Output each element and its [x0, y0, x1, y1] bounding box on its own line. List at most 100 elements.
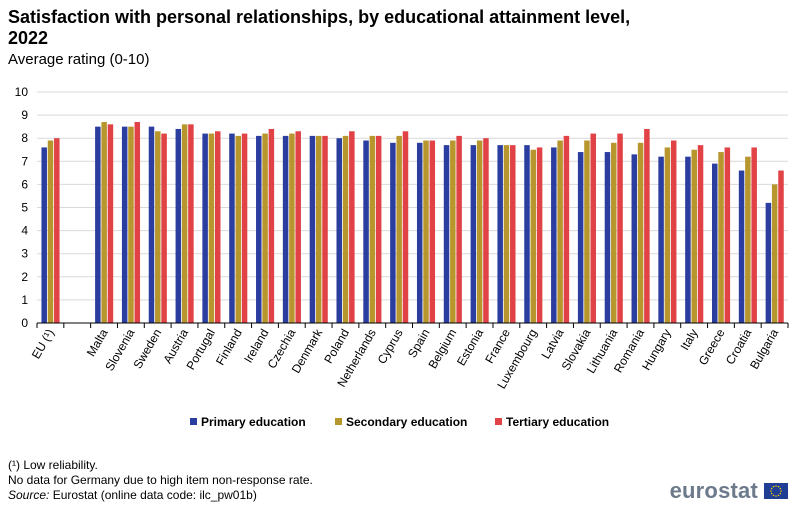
bar	[101, 122, 107, 323]
bar	[751, 147, 757, 323]
bar	[121, 126, 128, 324]
bar	[309, 135, 316, 323]
x-axis	[36, 322, 789, 328]
bar	[208, 133, 215, 323]
bar	[691, 149, 697, 323]
legend-swatch	[190, 418, 197, 425]
bar	[161, 133, 167, 323]
y-tick-label: 7	[21, 154, 28, 168]
bar	[107, 124, 114, 323]
bar	[524, 145, 530, 323]
bar	[181, 124, 188, 323]
bar	[336, 138, 342, 323]
bar	[282, 135, 289, 323]
bar	[718, 152, 724, 323]
y-tick-label: 5	[21, 201, 28, 215]
bar	[664, 147, 671, 323]
legend-label: Primary education	[201, 415, 306, 429]
bar	[530, 149, 537, 323]
legend-swatch	[495, 418, 502, 425]
y-tick-label: 2	[21, 270, 28, 284]
x-tick-label: Malta	[84, 326, 111, 359]
eu-flag-icon	[764, 483, 788, 499]
x-tick-label: Greece	[696, 326, 728, 367]
bar	[429, 140, 436, 323]
bar	[41, 147, 47, 323]
legend: Primary education Secondary education Tert…	[190, 415, 609, 429]
x-tick-label: EU (¹)	[29, 327, 57, 362]
bar	[456, 135, 462, 323]
bar	[670, 140, 677, 323]
x-tick-label: Spain	[405, 327, 432, 361]
bar	[416, 142, 423, 323]
bar	[315, 135, 322, 323]
bar	[241, 133, 248, 323]
source-label: Source:	[8, 488, 50, 502]
bar	[685, 156, 691, 323]
bar	[476, 140, 483, 323]
x-tick-label: Italy	[678, 327, 701, 353]
bar	[551, 147, 557, 323]
bar	[175, 128, 182, 323]
footnotes: (¹) Low reliability. No data for Germany…	[8, 458, 313, 503]
bar	[202, 133, 208, 323]
y-tick-label: 10	[15, 85, 29, 99]
bar	[510, 145, 516, 323]
bar	[375, 135, 382, 323]
bar	[54, 138, 60, 323]
bar	[470, 145, 477, 323]
bar	[503, 145, 510, 323]
bar	[611, 142, 617, 323]
bar	[577, 152, 584, 323]
source-text: Eurostat (online data code: ilc_pw01b)	[49, 488, 257, 502]
bar	[322, 135, 328, 323]
bar	[235, 135, 242, 323]
y-axis-ticks: 0 1 2 3 4 5 6 7 8 9 10	[15, 85, 29, 330]
x-tick-label: Cyprus	[375, 327, 406, 367]
x-tick-label: Latvia	[538, 326, 566, 361]
bar	[724, 147, 731, 323]
bar	[563, 135, 570, 323]
y-tick-label: 9	[21, 108, 28, 122]
bar	[745, 156, 751, 323]
footnote-germany: No data for Germany due to high item non…	[8, 473, 313, 487]
bar	[342, 135, 349, 323]
chart-subtitle: Average rating (0-10)	[8, 51, 150, 68]
bar	[47, 140, 54, 323]
bar	[771, 184, 778, 323]
bar	[557, 140, 563, 323]
bar	[95, 126, 101, 324]
bar	[658, 156, 664, 323]
bar	[590, 133, 596, 323]
bar	[450, 140, 456, 323]
bar	[369, 135, 376, 323]
chart-title: Satisfaction with personal relationships…	[8, 7, 631, 48]
y-tick-label: 6	[21, 177, 28, 191]
bar	[697, 145, 704, 323]
bar	[443, 145, 450, 323]
bar	[738, 170, 745, 323]
bar	[423, 140, 429, 323]
bar	[584, 140, 590, 323]
bar	[256, 135, 262, 323]
bar	[128, 126, 134, 324]
y-tick-label: 0	[21, 316, 28, 330]
bar	[497, 145, 503, 323]
bar	[390, 142, 396, 323]
bar	[214, 131, 221, 323]
x-tick-label: Finland	[213, 327, 245, 368]
bar	[188, 124, 194, 323]
bar	[617, 133, 623, 323]
bar	[604, 152, 611, 323]
legend-swatch	[335, 418, 342, 425]
bar	[402, 131, 409, 323]
bar	[765, 202, 772, 323]
bar-series	[41, 122, 784, 324]
legend-label: Secondary education	[346, 415, 467, 429]
bar	[711, 163, 718, 323]
eurostat-logo: eurostat	[670, 478, 788, 504]
bar	[148, 126, 155, 324]
bar	[134, 122, 141, 323]
bar	[396, 135, 402, 323]
